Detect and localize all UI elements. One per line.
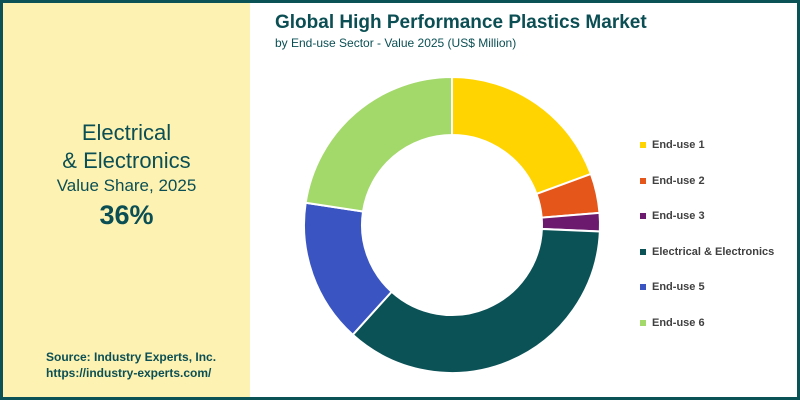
legend-swatch <box>640 142 646 148</box>
source-url[interactable]: https://industry-experts.com/ <box>46 366 212 380</box>
legend-swatch <box>640 248 646 255</box>
legend-item: End-use 6 <box>640 317 705 329</box>
highlight-line3: Value Share, 2025 <box>56 176 197 195</box>
highlight-value: 36% <box>99 200 154 230</box>
slice-end-use-6[interactable] <box>304 75 453 213</box>
legend-item: End-use 1 <box>640 139 705 151</box>
legend-swatch <box>640 284 646 290</box>
legend-swatch <box>640 177 646 184</box>
legend-label: End-use 5 <box>652 281 705 293</box>
chart-title: Global High Performance Plastics Market <box>275 12 647 33</box>
source-text: Source: Industry Experts, Inc. <box>46 350 217 364</box>
slice-electrical-electronics[interactable] <box>351 227 601 374</box>
legend-swatch <box>640 319 646 326</box>
chart-subtitle: by End-use Sector - Value 2025 (US$ Mill… <box>275 36 517 50</box>
legend-label: End-use 1 <box>652 139 705 151</box>
legend-label: End-use 6 <box>652 316 705 329</box>
legend-item: End-use 3 <box>640 210 705 222</box>
legend-item: End-use 5 <box>640 281 705 293</box>
highlight-line1: Electrical <box>81 120 172 145</box>
legend-item: Electrical & Electronics <box>640 246 774 258</box>
legend-label: End-use 3 <box>652 210 705 222</box>
legend-item: End-use 2 <box>640 175 705 187</box>
legend-label: End-use 2 <box>652 174 705 187</box>
highlight-panel: Electrical & Electronics Value Share, 20… <box>3 3 250 397</box>
legend-swatch <box>640 213 646 219</box>
slice-end-use-1[interactable] <box>451 75 593 196</box>
highlight-line2: & Electronics <box>62 148 191 173</box>
legend-label: Electrical & Electronics <box>652 245 775 258</box>
